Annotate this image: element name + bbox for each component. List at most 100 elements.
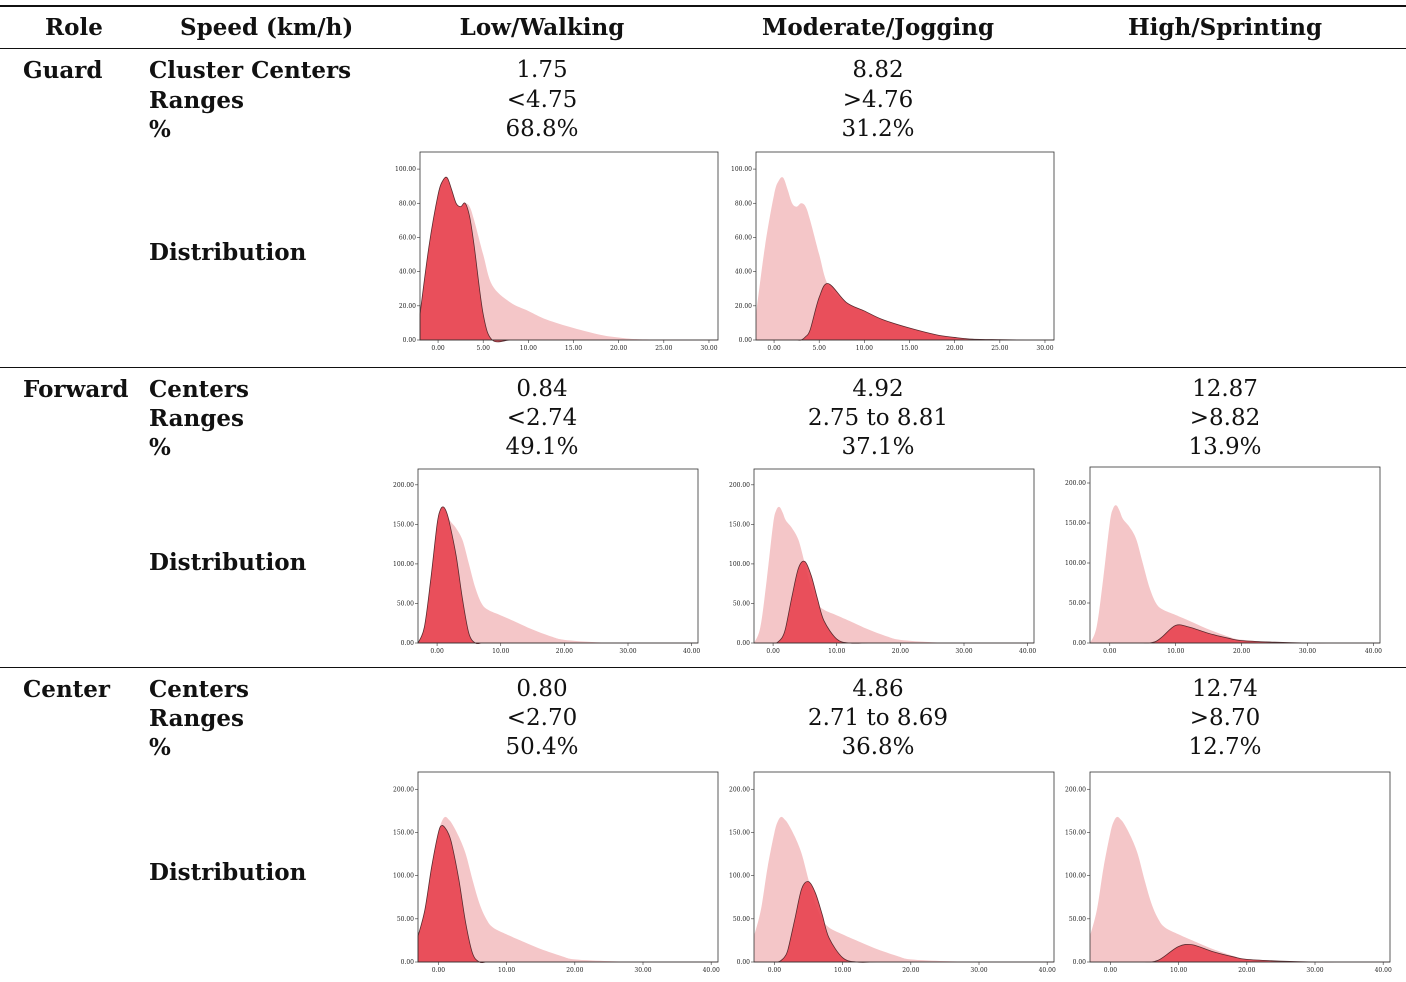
label-centers: Centers <box>149 676 249 703</box>
total-distribution-area <box>1090 505 1380 644</box>
plot-frame <box>419 151 719 341</box>
label-percent: % <box>149 734 171 761</box>
x-tick-label: 15.00 <box>565 345 582 352</box>
y-tick-label: 100.00 <box>1065 873 1086 880</box>
chart-svg: 0.00 50.00 100.00 150.00 200.00 0.00 10.00 20.0… <box>393 468 700 655</box>
x-tick-label: 10.00 <box>834 967 851 974</box>
label-ranges: Ranges <box>149 405 244 432</box>
y-tick-label: 200.00 <box>393 786 414 793</box>
y-tick-label: 150.00 <box>729 829 750 836</box>
distribution-chart-center-low: 0.00 50.00 100.00 150.00 200.00 0.00 10.00 20.0… <box>392 770 720 976</box>
plot-frame <box>417 468 699 644</box>
y-tick-label: 150.00 <box>1065 829 1086 836</box>
guard-moderate-center: 8.82 <box>852 57 904 83</box>
x-tick-label: 20.00 <box>1233 648 1250 655</box>
distribution-chart-center-moderate: 0.00 50.00 100.00 150.00 200.00 0.00 10.00 20.0… <box>728 770 1056 976</box>
chart-svg: 0.00 50.00 100.00 150.00 200.00 0.00 10.00 20.0… <box>1065 466 1382 655</box>
x-tick-label: 30.00 <box>1299 648 1316 655</box>
y-tick-label: 50.00 <box>1069 916 1086 923</box>
y-tick-label: 150.00 <box>393 829 414 836</box>
y-tick-label: 20.00 <box>735 303 752 310</box>
total-distribution-area <box>420 177 718 341</box>
distribution-chart-forward-moderate: 0.00 50.00 100.00 150.00 200.00 0.00 10.00 20.0… <box>728 467 1036 657</box>
forward-moderate-range: 2.75 to 8.81 <box>807 405 949 431</box>
x-tick-label: 25.00 <box>991 345 1008 352</box>
plot-frame <box>753 468 1035 644</box>
x-tick-label: 30.00 <box>634 967 651 974</box>
header-high: High/Sprinting <box>1127 14 1323 41</box>
x-tick-label: 10.00 <box>1170 967 1187 974</box>
y-tick-label: 150.00 <box>729 521 750 528</box>
y-tick-label: 100.00 <box>731 166 752 173</box>
forward-low-center: 0.84 <box>516 376 568 402</box>
y-tick-label: 40.00 <box>399 269 416 276</box>
x-tick-label: 30.00 <box>955 648 972 655</box>
distribution-chart-forward-low: 0.00 50.00 100.00 150.00 200.00 0.00 10.00 20.0… <box>392 467 700 657</box>
y-tick-label: 200.00 <box>393 482 414 489</box>
x-tick-label: 10.00 <box>492 648 509 655</box>
distribution-chart-guard-moderate: 0.00 20.00 40.00 60.00 80.00 100.00 0.00 5.00 10… <box>730 150 1056 354</box>
x-tick-label: 0.00 <box>430 648 444 655</box>
y-tick-label: 20.00 <box>399 303 416 310</box>
x-tick-label: 0.00 <box>766 648 780 655</box>
forward-high-range: >8.82 <box>1189 405 1261 431</box>
header-low: Low/Walking <box>459 14 625 41</box>
guard-low-center: 1.75 <box>516 57 568 83</box>
y-tick-label: 100.00 <box>395 166 416 173</box>
role-guard: Guard <box>23 57 103 84</box>
label-percent: % <box>149 116 171 143</box>
label-ranges: Ranges <box>149 87 244 114</box>
forward-moderate-pct: 37.1% <box>841 434 915 460</box>
label-distribution-forward: Distribution <box>149 549 307 576</box>
y-tick-label: 200.00 <box>1065 786 1086 793</box>
forward-low-range: <2.74 <box>506 405 578 431</box>
x-tick-label: 20.00 <box>946 345 963 352</box>
y-tick-label: 100.00 <box>729 873 750 880</box>
y-tick-label: 0.00 <box>737 959 751 966</box>
x-tick-label: 20.00 <box>892 648 909 655</box>
x-tick-label: 10.00 <box>520 345 537 352</box>
y-tick-label: 100.00 <box>729 561 750 568</box>
x-tick-label: 20.00 <box>566 967 583 974</box>
y-tick-label: 50.00 <box>397 916 414 923</box>
center-high-center: 12.74 <box>1192 676 1258 702</box>
distribution-chart-guard-low: 0.00 20.00 40.00 60.00 80.00 100.00 0.00 5.00 10… <box>394 150 720 354</box>
guard-low-pct: 68.8% <box>505 116 579 142</box>
center-high-range: >8.70 <box>1189 705 1261 731</box>
y-tick-label: 200.00 <box>1065 480 1086 487</box>
chart-svg: 0.00 20.00 40.00 60.00 80.00 100.00 0.00 5.00 10… <box>395 151 719 352</box>
forward-moderate-center: 4.92 <box>852 376 904 402</box>
x-tick-label: 40.00 <box>1019 648 1036 655</box>
center-high-pct: 12.7% <box>1188 734 1262 760</box>
header-speed: Speed (km/h) <box>180 14 354 41</box>
x-tick-label: 30.00 <box>1036 345 1053 352</box>
distribution-chart-center-high: 0.00 50.00 100.00 150.00 200.00 0.00 10.00 20.0… <box>1064 770 1392 976</box>
label-distribution-guard: Distribution <box>149 239 307 266</box>
forward-high-center: 12.87 <box>1192 376 1258 402</box>
center-moderate-pct: 36.8% <box>841 734 915 760</box>
y-tick-label: 50.00 <box>397 600 414 607</box>
header-role: Role <box>45 14 103 41</box>
x-tick-label: 40.00 <box>683 648 700 655</box>
y-tick-label: 150.00 <box>1065 520 1086 527</box>
x-tick-label: 15.00 <box>901 345 918 352</box>
x-tick-label: 40.00 <box>1375 967 1392 974</box>
chart-svg: 0.00 50.00 100.00 150.00 200.00 0.00 10.00 20.0… <box>729 468 1036 655</box>
y-tick-label: 0.00 <box>1073 959 1087 966</box>
x-tick-label: 5.00 <box>813 345 827 352</box>
y-tick-label: 100.00 <box>393 873 414 880</box>
x-tick-label: 0.00 <box>432 967 446 974</box>
y-tick-label: 50.00 <box>1069 600 1086 607</box>
x-tick-label: 10.00 <box>856 345 873 352</box>
total-distribution-area <box>1090 816 1390 963</box>
center-moderate-range: 2.71 to 8.69 <box>807 705 949 731</box>
x-tick-label: 20.00 <box>610 345 627 352</box>
plot-frame <box>755 151 1055 341</box>
y-tick-label: 60.00 <box>399 234 416 241</box>
y-tick-label: 40.00 <box>735 269 752 276</box>
label-ranges: Ranges <box>149 705 244 732</box>
y-tick-label: 200.00 <box>729 482 750 489</box>
distribution-chart-forward-high: 0.00 50.00 100.00 150.00 200.00 0.00 10.00 20.0… <box>1064 465 1382 657</box>
x-tick-label: 40.00 <box>1365 648 1382 655</box>
x-tick-label: 30.00 <box>1306 967 1323 974</box>
